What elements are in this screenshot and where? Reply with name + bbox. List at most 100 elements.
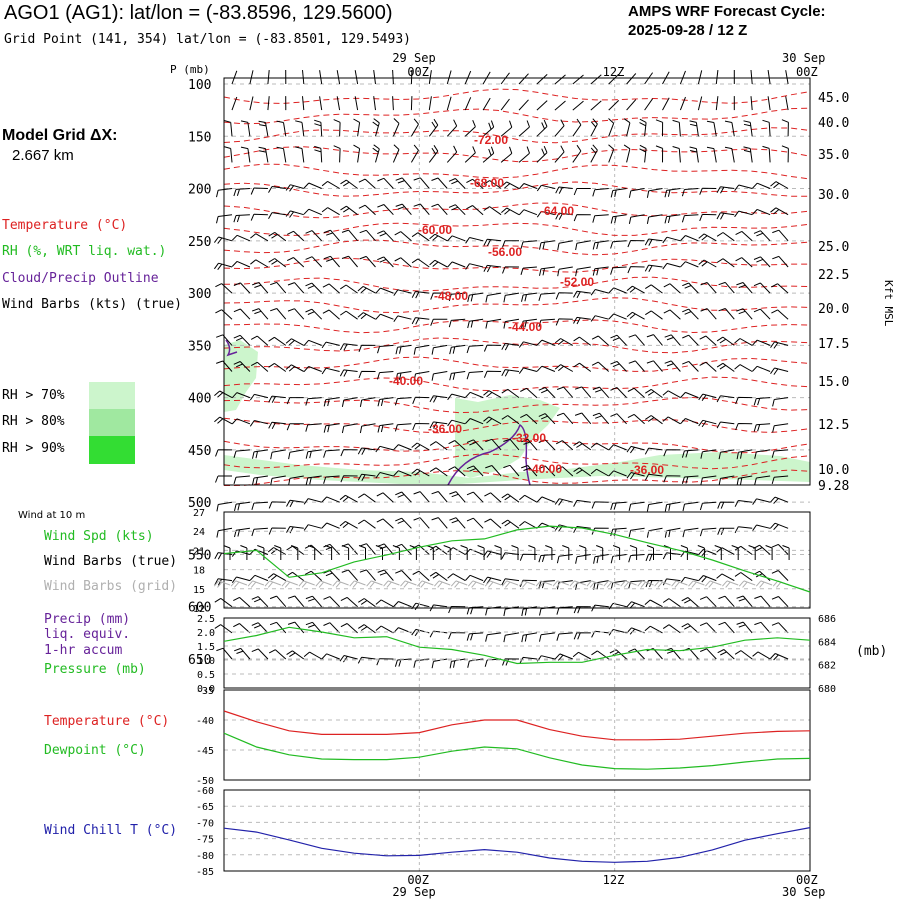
upper-wind-barb: [323, 255, 340, 268]
upper-wind-barb: [249, 393, 269, 401]
upper-wind-barb: [627, 240, 645, 248]
upper-wind-barb: [268, 362, 287, 372]
precip-tick-label: 0.0: [197, 684, 215, 695]
top-date-label: 29 Sep: [392, 51, 435, 65]
upper-wind-barb: [250, 361, 269, 372]
upper-wind-barb: [662, 552, 681, 560]
upper-wind-barb: [724, 146, 735, 163]
upper-wind-barb: [214, 416, 233, 425]
surface-wind-barb: [494, 545, 502, 560]
surface-wind-barb: [731, 545, 739, 560]
upper-wind-barb: [518, 183, 538, 190]
surface-wind-barb: [680, 545, 688, 560]
wind-tick-label: 15: [193, 585, 205, 596]
pressure-tick-label: 300: [188, 287, 211, 302]
upper-wind-barb: [372, 118, 380, 137]
surface-grid-wind-barb: [417, 580, 434, 588]
upper-wind-barb: [482, 146, 495, 163]
upper-wind-barb: [449, 371, 466, 381]
upper-wind-barb: [413, 344, 430, 355]
upper-wind-barb: [268, 649, 287, 660]
upper-wind-barb: [339, 494, 358, 503]
station-title: AGO1 (AG1): lat/lon = (-83.8596, 129.560…: [4, 2, 393, 24]
upper-wind-barb: [502, 266, 520, 274]
upper-wind-barb: [340, 623, 358, 634]
upper-wind-barb: [501, 207, 520, 216]
surface-wind-barb: [528, 545, 536, 560]
temperature-contour-label: -32.00: [512, 431, 546, 445]
upper-wind-barb: [555, 292, 573, 300]
upper-wind-barb: [644, 264, 663, 272]
upper-wind-barb: [554, 364, 574, 372]
upper-wind-barb: [359, 255, 376, 268]
precip-tick-label: 2.0: [197, 628, 215, 639]
pressure-unit-label: (mb): [856, 644, 888, 659]
upper-wind-barb: [681, 623, 699, 634]
upper-wind-barb: [682, 308, 699, 320]
upper-wind-barb: [216, 214, 233, 224]
upper-wind-barb: [466, 178, 484, 189]
upper-wind-barb: [639, 118, 647, 137]
upper-wind-barb: [357, 447, 376, 455]
pressure-tick-label: 682: [818, 661, 836, 672]
upper-wind-barb: [735, 396, 753, 405]
upper-wind-barb: [448, 466, 466, 477]
upper-wind-barb: [785, 70, 789, 85]
upper-wind-barb: [736, 475, 753, 486]
upper-wind-barb: [591, 335, 610, 346]
upper-wind-barb: [767, 70, 771, 85]
upper-wind-barb: [770, 207, 789, 216]
upper-wind-barb: [501, 493, 520, 503]
upper-wind-barb: [752, 182, 771, 189]
upper-wind-barb: [718, 449, 735, 460]
temperature-contour: [223, 469, 811, 486]
upper-wind-barb: [428, 70, 432, 85]
upper-wind-barb: [754, 475, 771, 485]
surface-grid-wind-barb: [755, 580, 773, 588]
height-tick-label: 9.28: [818, 479, 849, 494]
dewpoint-legend: Dewpoint (°C): [44, 743, 146, 758]
upper-wind-barb: [734, 572, 753, 582]
upper-wind-barb: [697, 70, 703, 85]
surface-wind-barb: [324, 545, 333, 560]
upper-wind-barb: [377, 256, 394, 268]
pressure-tick-label: 450: [188, 444, 211, 459]
upper-wind-barb: [735, 230, 753, 242]
surface-wind-barb: [460, 545, 468, 560]
temperature-contour-label: -40.00: [389, 374, 423, 388]
upper-wind-barb: [466, 344, 484, 354]
temp-tick-label: -40: [196, 716, 214, 727]
upper-wind-barb: [375, 445, 394, 453]
upper-wind-barb: [716, 573, 735, 582]
upper-wind-barb: [484, 518, 502, 529]
upper-wind-barb: [663, 283, 681, 294]
surface-wind-barb: [477, 545, 485, 560]
upper-wind-barb: [608, 118, 615, 137]
upper-wind-barb: [268, 527, 286, 535]
upper-wind-barb: [501, 369, 520, 377]
upper-wind-barb: [321, 496, 340, 503]
pressure-tick-label: 250: [188, 235, 211, 250]
upper-wind-barb: [394, 397, 412, 406]
surface-grid-wind-barb: [349, 580, 366, 588]
surface-wind-barb: [748, 545, 756, 560]
upper-wind-barb: [267, 573, 287, 582]
upper-wind-barb: [662, 390, 681, 399]
upper-wind-barb: [503, 292, 520, 303]
upper-wind-barb: [557, 240, 573, 251]
upper-wind-barb: [466, 517, 484, 529]
upper-wind-barb: [304, 544, 323, 555]
upper-wind-barb: [321, 653, 340, 660]
upper-wind-barb: [521, 632, 537, 643]
pressure-tick-label: 684: [818, 637, 836, 648]
upper-wind-barb: [700, 475, 717, 485]
upper-wind-barb: [717, 649, 735, 660]
surface-wind-barb: [274, 545, 282, 560]
temperature-contour-label: -64.00: [540, 204, 574, 218]
upper-wind-barb: [698, 575, 717, 583]
surface-grid-wind-barb: [603, 580, 620, 588]
upper-wind-barb: [706, 120, 717, 137]
upper-wind-barb: [303, 182, 322, 189]
upper-wind-barb: [233, 475, 250, 485]
